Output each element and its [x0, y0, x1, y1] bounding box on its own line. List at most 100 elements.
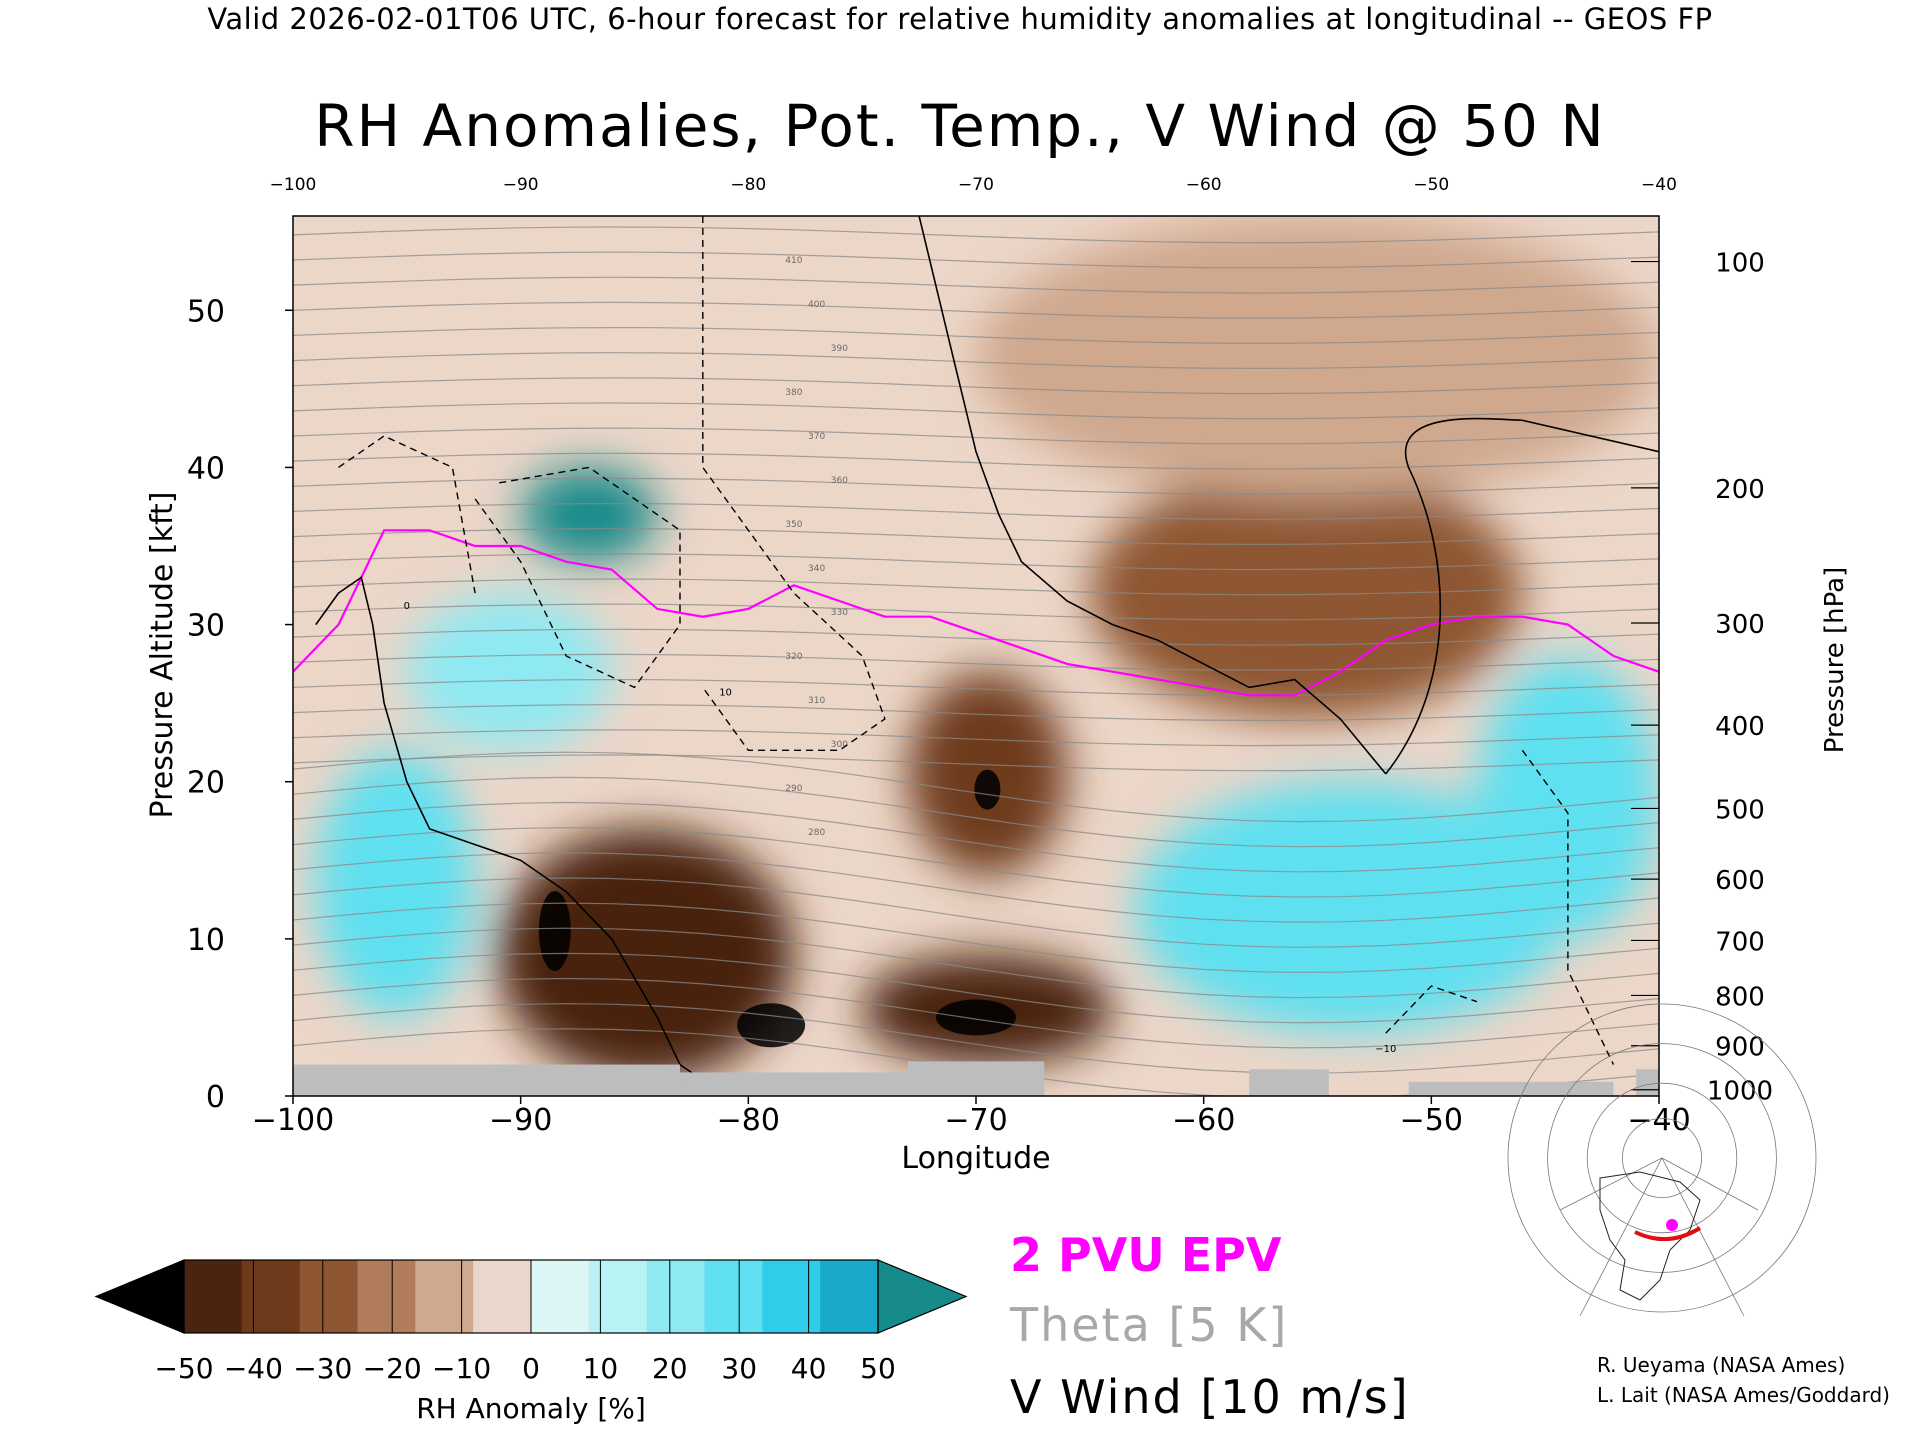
pressure-tick-label: 1000	[1707, 1077, 1773, 1107]
colorbar-segment	[415, 1260, 474, 1333]
x-tick-label: −40	[1627, 1103, 1690, 1138]
terrain-block	[680, 1072, 908, 1096]
pressure-tick-label: 900	[1715, 1033, 1765, 1063]
pressure-axis-label: Pressure [hPa]	[1820, 567, 1850, 754]
pressure-tick-label: 300	[1715, 610, 1765, 640]
theta-line	[293, 251, 1659, 269]
anomaly-region	[1135, 781, 1568, 1034]
pressure-tick-label: 700	[1715, 927, 1765, 957]
colorbar-tick-label: 40	[791, 1352, 827, 1385]
colorbar-segment	[704, 1260, 763, 1333]
credit-line: R. Ueyama (NASA Ames)	[1597, 1353, 1846, 1377]
pvu-line	[293, 529, 1659, 697]
colorbar-low-arrow	[94, 1259, 185, 1334]
y-tick-label: 20	[187, 766, 225, 801]
map-coastline	[1599, 1171, 1701, 1301]
anomaly-region	[497, 828, 794, 1081]
colorbar-segment	[531, 1260, 590, 1333]
theta-label: 290	[785, 784, 802, 794]
theta-line	[293, 603, 1659, 621]
terrain-block	[1249, 1069, 1329, 1096]
theta-label: 280	[808, 828, 825, 838]
theta-line	[293, 952, 1659, 1024]
theta-line	[293, 301, 1659, 319]
vwind-contour-negative	[1385, 985, 1478, 1034]
y-tick-label: 30	[187, 609, 225, 644]
colorbar-label: RH Anomaly [%]	[416, 1392, 646, 1425]
theta-line	[293, 927, 1659, 999]
anomaly-region	[315, 750, 476, 1018]
theta-label: 300	[831, 740, 848, 750]
terrain	[293, 1061, 1659, 1096]
colorbar-tick-label: 50	[860, 1352, 896, 1385]
theta-line	[293, 678, 1659, 696]
terrain-block	[1408, 1081, 1614, 1096]
theta-label: 360	[831, 476, 848, 486]
map-latitude-circle	[1622, 1118, 1703, 1199]
map-section-line	[1634, 1226, 1702, 1242]
pressure-tick-label: 800	[1715, 982, 1765, 1012]
theta-line	[293, 528, 1659, 546]
theta-line	[293, 377, 1659, 395]
colorbar-tick-label: 10	[583, 1352, 619, 1385]
anomaly-core	[538, 891, 571, 971]
top-tick-label: −80	[730, 175, 766, 195]
pressure-tick-label: 500	[1715, 795, 1765, 825]
theta-label: 400	[808, 300, 825, 310]
theta-line	[293, 427, 1659, 445]
x-tick-label: −80	[717, 1103, 780, 1138]
x-tick-label: −70	[944, 1103, 1007, 1138]
theta-line	[293, 326, 1659, 344]
terrain-block	[1636, 1069, 1659, 1096]
theta-line	[293, 276, 1659, 294]
terrain-block	[293, 1064, 681, 1096]
theta-line	[293, 1003, 1659, 1074]
colorbar-tick-label: −40	[224, 1352, 283, 1385]
theta-label: 370	[808, 432, 825, 442]
theta-line	[293, 729, 1659, 747]
colorbar-segment	[473, 1260, 532, 1333]
theta-line	[293, 852, 1659, 923]
colorbar-segment	[588, 1260, 648, 1333]
vwind-label: 0	[404, 601, 410, 612]
theta-line	[293, 751, 1659, 823]
anomaly-region	[520, 467, 658, 562]
map-latitude-circle	[1586, 1082, 1738, 1234]
colorbar-segment	[762, 1260, 821, 1333]
x-tick-label: −90	[489, 1103, 552, 1138]
top-tick-label: −70	[958, 175, 994, 195]
x-tick-label: −100	[252, 1103, 334, 1138]
plot-axes: −100−100−90−90−80−80−70−70−60−60−50−50−4…	[145, 175, 1850, 1176]
legend-theta: Theta [5 K]	[1010, 1298, 1289, 1352]
map-latitude-circle	[1547, 1043, 1777, 1273]
map-meridian	[1661, 1157, 1759, 1211]
inset-location-map	[1507, 1003, 1817, 1317]
top-tick-label: −40	[1641, 175, 1677, 195]
colorbar-tick-label: −30	[293, 1352, 352, 1385]
vwind-contour-negative	[338, 435, 476, 594]
colorbar-high-arrow	[877, 1259, 968, 1334]
colorbar-segment	[241, 1260, 301, 1333]
theta-line	[293, 653, 1659, 671]
anomaly-region	[406, 593, 612, 751]
credit-line: L. Lait (NASA Ames/Goddard)	[1597, 1383, 1890, 1407]
rh-anomaly-field: 410 400 390 380 370 360 350 340 330 320 310 300 290 2…	[293, 216, 1659, 1096]
vwind-contour-negative	[702, 216, 886, 751]
theta-label: 330	[831, 608, 848, 618]
pressure-tick-label: 600	[1715, 866, 1765, 896]
colorbar: −50 −40 −30 −20 −10 0 10 20 30 40 50 RH Anomaly [%]	[94, 1259, 968, 1425]
theta-line	[293, 776, 1659, 848]
vwind-contour-negative	[474, 466, 681, 689]
theta-label: 340	[808, 564, 825, 574]
theta-line	[293, 628, 1659, 646]
terrain-block	[907, 1061, 1045, 1096]
theta-line	[293, 477, 1659, 495]
anomaly-region	[976, 216, 1659, 499]
theta-line	[293, 502, 1659, 520]
y-tick-label: 0	[206, 1080, 225, 1115]
y-tick-label: 50	[187, 294, 225, 329]
anomaly-core	[936, 999, 1016, 1036]
x-tick-label: −50	[1400, 1103, 1463, 1138]
vwind-label: −10	[1375, 1044, 1396, 1055]
